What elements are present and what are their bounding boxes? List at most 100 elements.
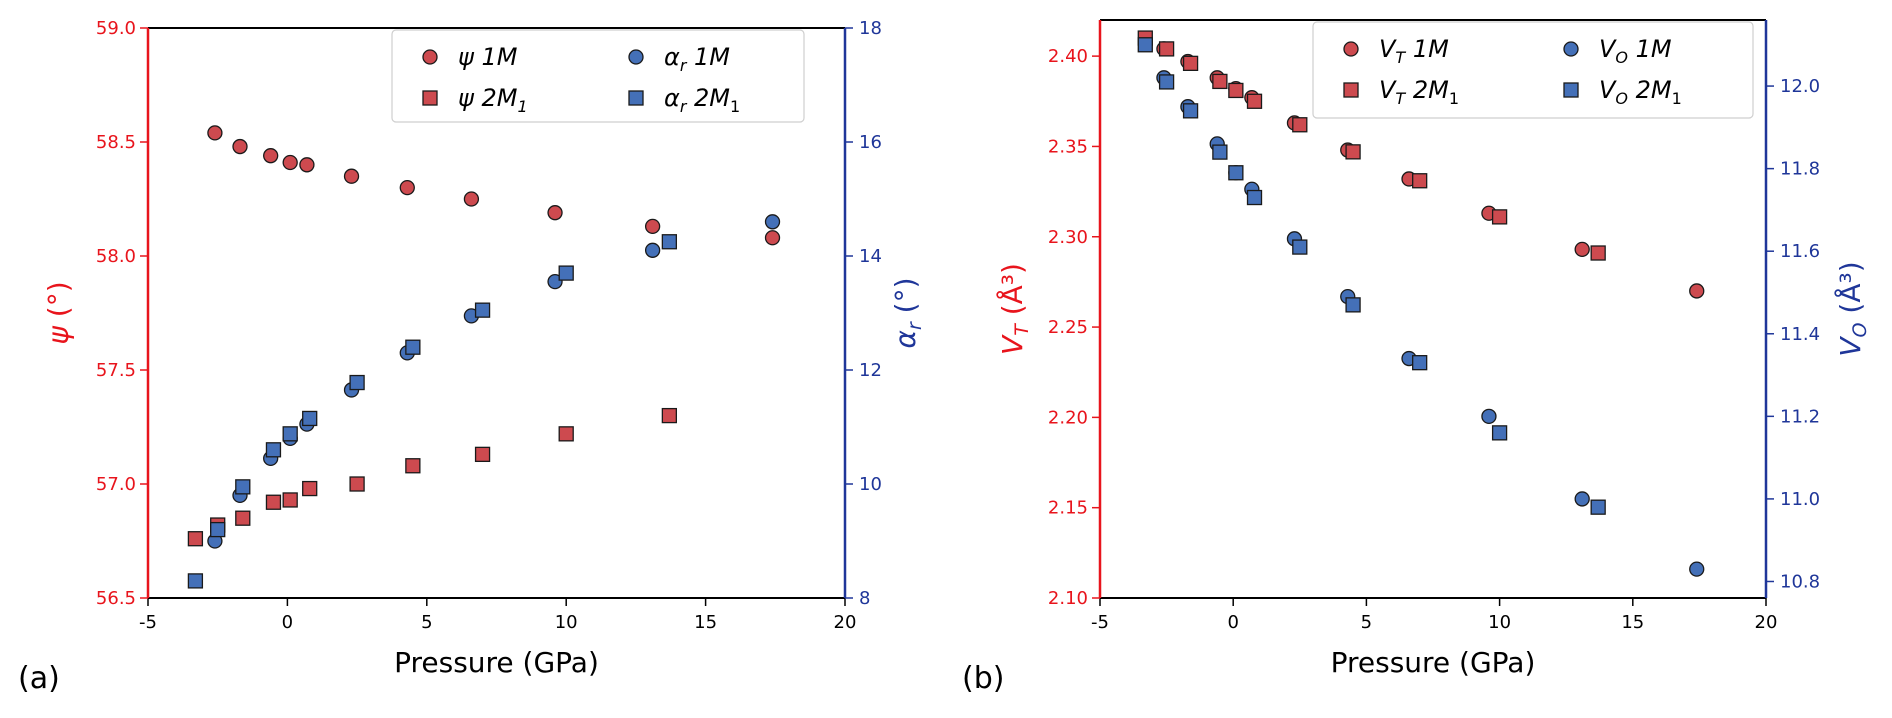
data-point — [1491, 425, 1508, 441]
legend-subscript: O — [1615, 48, 1628, 67]
right-y-axis-subscript: O — [1849, 322, 1871, 337]
data-point — [1182, 103, 1199, 119]
right-y-tick-label: 11.2 — [1780, 406, 1820, 427]
right-y-tick-label: 12.0 — [1780, 76, 1820, 97]
legend-main: ψ 1M — [458, 43, 518, 71]
x-tick-label: 0 — [1227, 612, 1238, 633]
data-point — [1412, 173, 1428, 189]
legend-after: 2M — [686, 84, 730, 112]
data-point — [299, 157, 315, 173]
left-y-tick-label: 2.35 — [1048, 136, 1088, 157]
legend-after: 1M — [686, 43, 730, 71]
left-y-tick-label: 2.20 — [1048, 407, 1088, 428]
legend-subscript: 1 — [1449, 89, 1459, 108]
data-point — [1345, 297, 1361, 313]
right-y-axis-label: αr (°) — [889, 277, 926, 348]
data-point — [644, 242, 661, 258]
legend-subscript: 1 — [1672, 89, 1682, 108]
data-point — [1292, 117, 1308, 133]
data-point — [558, 426, 574, 442]
data-point — [1212, 144, 1228, 160]
legend-after: 1M — [1405, 35, 1449, 63]
panel-b: -5 0 5 10 15 20 2.10 2.15 2.20 2.25 2.30 2.35 2.40 10… — [962, 19, 1871, 696]
left-y-axis-symbol: ψ — [42, 326, 75, 345]
right-y-tick-label: 8 — [859, 588, 870, 609]
data-point — [263, 148, 279, 164]
data-point — [1212, 73, 1228, 90]
legend-marker — [1343, 41, 1359, 57]
right-y-axis-subscript: r — [904, 321, 926, 330]
data-point — [547, 205, 563, 221]
data-point — [1228, 165, 1244, 181]
data-point — [235, 510, 251, 526]
data-point — [644, 218, 661, 235]
right-y-tick-label: 12 — [859, 360, 882, 381]
legend-after: 2M — [1628, 76, 1672, 104]
legend-marker — [422, 90, 438, 106]
legend-after: 1M — [1628, 35, 1672, 63]
panel-label: (b) — [962, 661, 1004, 696]
legend-after: 2M — [1405, 76, 1449, 104]
legend-entry-label: VO 2M1 — [1599, 76, 1682, 108]
right-y-axis-symbol: α — [889, 330, 922, 349]
data-point — [661, 234, 678, 250]
x-tick-label: 0 — [282, 612, 293, 633]
data-point — [1574, 491, 1590, 507]
legend-entry-label: VO 1M — [1599, 35, 1672, 67]
data-point — [187, 573, 204, 589]
legend-entry-label: αr 1M — [664, 43, 730, 75]
legend-main: V — [1379, 76, 1397, 104]
data-point — [1246, 189, 1263, 206]
data-point — [1345, 144, 1361, 160]
right-y-axis-unit: (°) — [889, 277, 922, 322]
right-y-tick-label: 10 — [859, 474, 882, 495]
legend-entry-label: ψ 1M — [458, 43, 518, 71]
x-tick-label: 20 — [1755, 612, 1778, 633]
left-y-axis-label: VT (Å³) — [995, 263, 1033, 355]
data-point — [1292, 239, 1308, 255]
data-point — [764, 230, 781, 246]
data-point — [1246, 93, 1263, 109]
legend-main: α — [664, 84, 680, 112]
legend-main: α — [664, 43, 680, 71]
data-point — [474, 446, 491, 463]
legend-main: V — [1599, 35, 1617, 63]
left-y-axis-unit: (°) — [42, 281, 75, 326]
left-y-axis-label: ψ (°) — [42, 281, 75, 344]
left-y-tick-label: 2.25 — [1048, 317, 1088, 338]
right-y-tick-label: 11.0 — [1780, 489, 1820, 510]
data-point — [1158, 41, 1175, 57]
right-y-tick-label: 16 — [859, 132, 882, 153]
right-y-tick-label: 10.8 — [1780, 571, 1820, 592]
series-vo-1m — [1156, 70, 1705, 577]
right-y-axis-symbol: V — [1834, 336, 1867, 357]
data-point — [558, 265, 574, 281]
x-tick-label: 15 — [1621, 612, 1644, 633]
series-ψ-2m1 — [187, 407, 678, 547]
legend-main: V — [1379, 35, 1397, 63]
data-point — [235, 479, 251, 495]
x-tick-label: -5 — [1091, 612, 1109, 633]
x-tick-label: 15 — [694, 612, 717, 633]
data-point — [302, 410, 318, 427]
data-point — [187, 531, 204, 547]
right-y-tick-label: 18 — [859, 18, 882, 39]
data-point — [661, 407, 678, 424]
data-point — [405, 458, 421, 474]
right-y-tick-label: 11.6 — [1780, 241, 1820, 262]
legend-entry-label: αr 2M1 — [664, 84, 740, 116]
series-αr-2m1 — [187, 234, 678, 589]
legend-subscript: r — [680, 97, 688, 116]
data-point — [1182, 55, 1199, 71]
data-point — [207, 125, 223, 141]
legend-subscript: T — [1395, 89, 1406, 108]
panel-a: -5 0 5 10 15 20 56.5 57.0 57.5 58.0 58.5 59.0 8 10 12 1… — [18, 18, 926, 696]
legend-subscript: T — [1395, 48, 1406, 67]
data-point — [1590, 245, 1606, 261]
left-y-axis-symbol: V — [996, 334, 1029, 355]
data-point — [1137, 37, 1153, 53]
data-point — [232, 138, 248, 155]
left-y-tick-label: 2.10 — [1048, 588, 1088, 609]
